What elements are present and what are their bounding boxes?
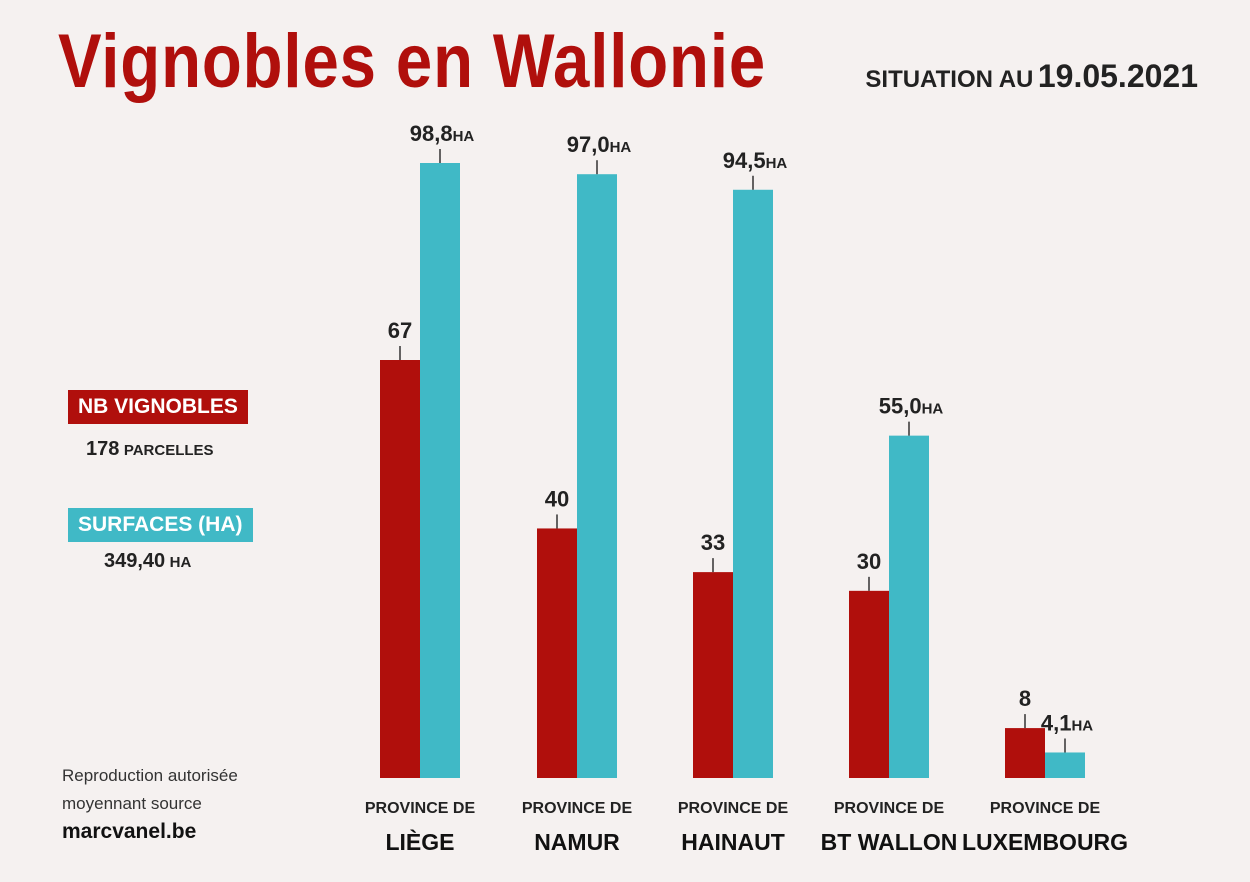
value-label-vignobles-0: 67 — [388, 318, 412, 343]
category-name-3: BT WALLON — [821, 829, 958, 855]
category-prefix-3: PROVINCE DE — [834, 800, 945, 817]
legend-surfaces-total-unit: HA — [169, 554, 192, 571]
bar-vignobles-2 — [693, 572, 733, 778]
category-prefix-4: PROVINCE DE — [990, 800, 1101, 817]
bar-surfaces-2 — [733, 189, 773, 779]
legend-surfaces-total: 349,40 HA — [104, 550, 191, 573]
legend-vignobles-total-unit: PARCELLES — [123, 442, 214, 459]
value-label-vignobles-3: 30 — [857, 549, 881, 574]
category-name-2: HAINAUT — [681, 829, 785, 855]
legend-surfaces-total-value: 349,40 — [104, 550, 166, 572]
legend-surfaces-badge: SURFACES (HA) — [68, 508, 253, 542]
value-label-surfaces-2: 94,5HA — [723, 148, 788, 173]
category-prefix-1: PROVINCE DE — [522, 800, 633, 817]
footer-line-2: moyennant source — [62, 794, 202, 813]
category-prefix-0: PROVINCE DE — [365, 800, 476, 817]
footer-credits: Reproduction autorisée moyennant source … — [62, 762, 238, 846]
category-name-1: NAMUR — [534, 829, 620, 855]
bar-vignobles-1 — [537, 528, 577, 778]
value-label-surfaces-1: 97,0HA — [567, 132, 632, 157]
situation-date-value: 19.05.2021 — [1037, 58, 1198, 94]
bar-surfaces-4 — [1045, 752, 1085, 778]
value-label-vignobles-2: 33 — [701, 530, 725, 555]
legend-vignobles-total-value: 178 — [86, 438, 120, 460]
category-name-0: LIÈGE — [385, 828, 454, 855]
value-label-surfaces-4: 4,1HA — [1041, 710, 1093, 735]
category-prefix-2: PROVINCE DE — [678, 800, 789, 817]
bar-vignobles-0 — [380, 360, 420, 778]
situation-label: SITUATION AU — [865, 66, 1034, 93]
value-label-surfaces-3: 55,0HA — [879, 394, 944, 419]
chart-title: Vignobles en Wallonie — [58, 19, 767, 104]
value-label-vignobles-1: 40 — [545, 486, 569, 511]
footer-line-1: Reproduction autorisée — [62, 766, 238, 785]
bar-surfaces-3 — [889, 435, 929, 778]
legend-vignobles-badge: NB VIGNOBLES — [68, 390, 248, 424]
footer-site: marcvanel.be — [62, 820, 197, 843]
bar-vignobles-4 — [1005, 728, 1045, 778]
value-label-surfaces-0: 98,8HA — [410, 121, 475, 146]
category-name-4: LUXEMBOURG — [962, 829, 1128, 855]
bar-surfaces-1 — [577, 174, 617, 778]
bar-vignobles-3 — [849, 590, 889, 778]
value-label-vignobles-4: 8 — [1019, 686, 1031, 711]
legend-vignobles-total: 178 PARCELLES — [86, 438, 214, 461]
bar-surfaces-0 — [420, 163, 460, 778]
situation-date: SITUATION AU 19.05.2021 — [865, 58, 1198, 95]
